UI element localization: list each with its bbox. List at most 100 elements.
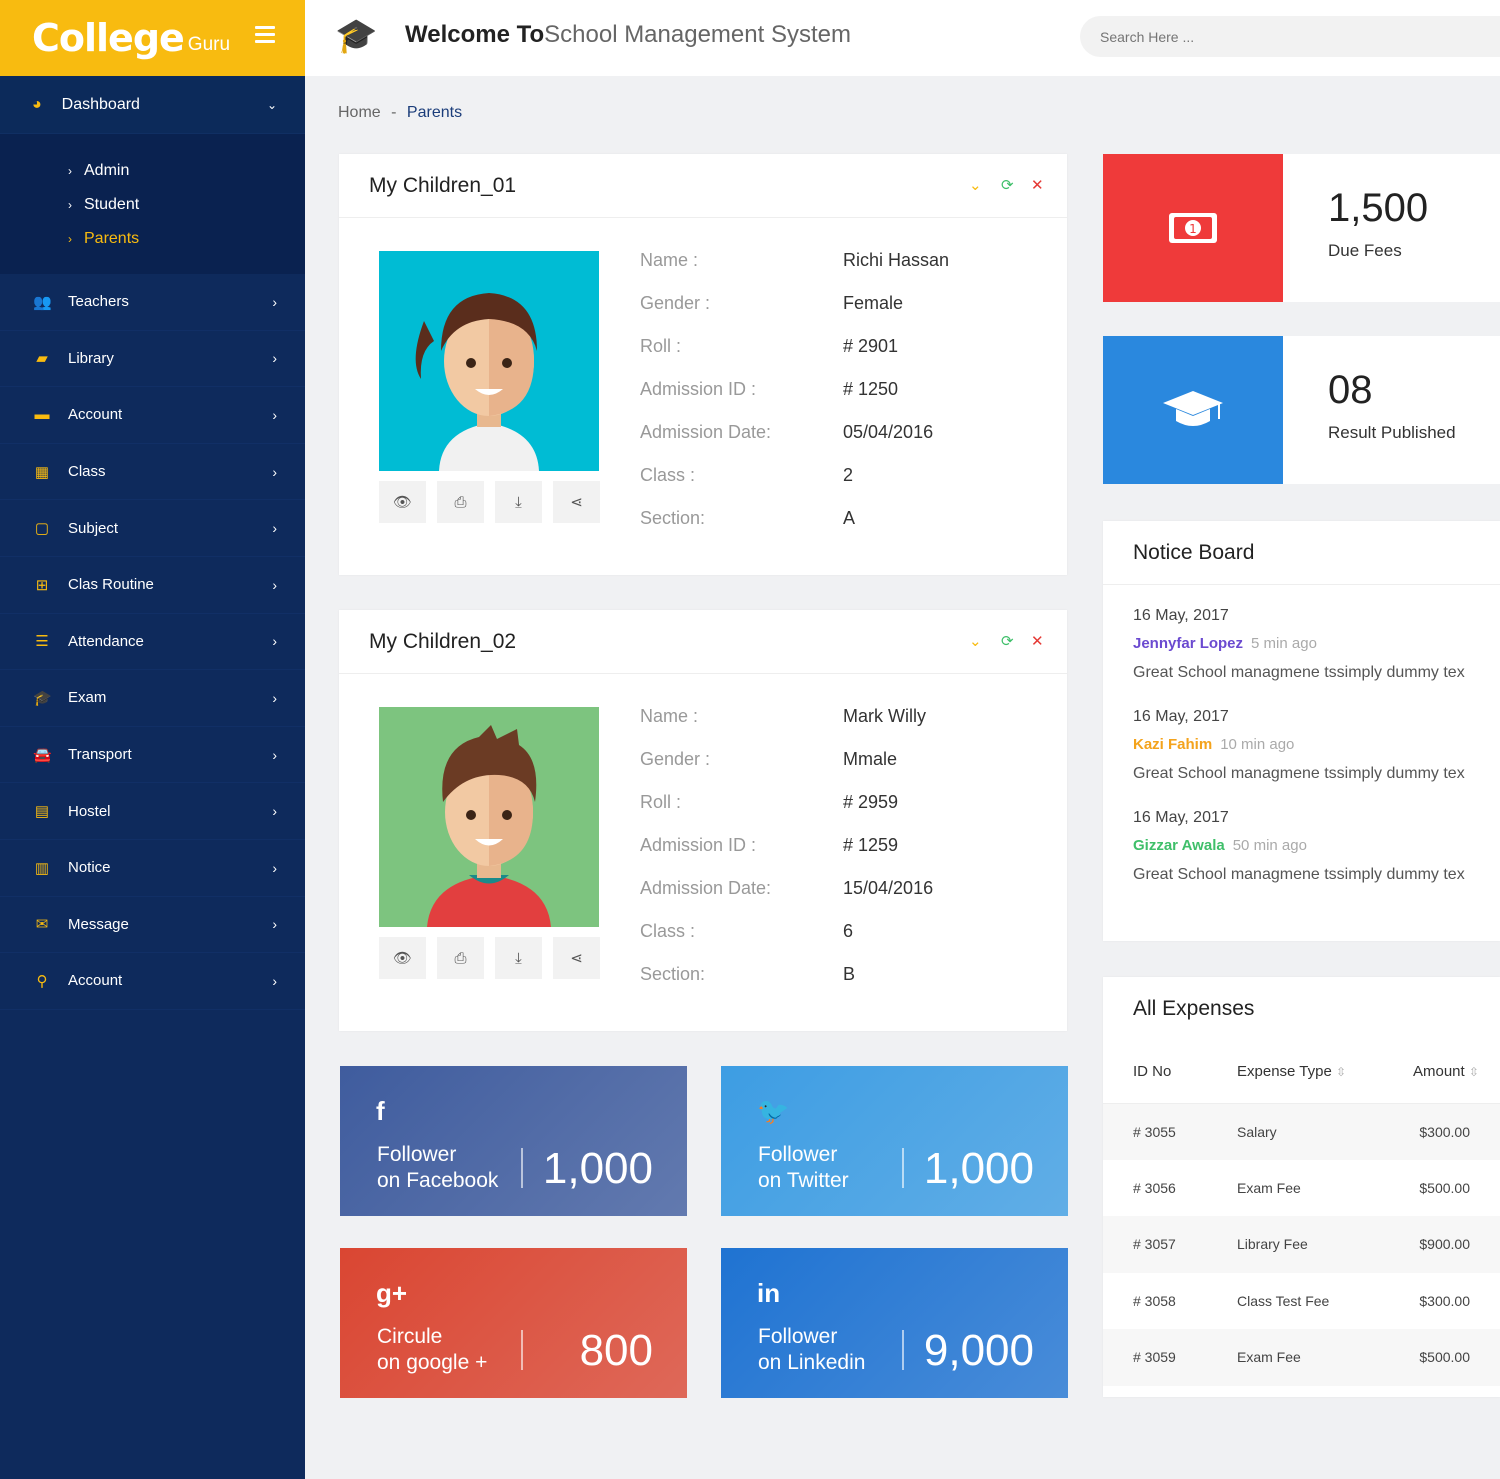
table-row[interactable]: # 3059 Exam Fee $500.00 [1103, 1329, 1500, 1386]
table-row[interactable]: # 3057 Library Fee $900.00 [1103, 1216, 1500, 1273]
notice-item[interactable]: 16 May, 2017 Gizzar Awala 50 min ago Great … [1103, 809, 1500, 884]
chevron-right-icon: › [272, 746, 277, 763]
sidebar-item-clas-routine[interactable]: ⊞ Clas Routine › [0, 557, 305, 614]
info-key: Name : [640, 706, 699, 726]
sidebar-item-label: Dashboard [61, 95, 140, 113]
view-eye-icon[interactable]: 👁 [379, 481, 426, 523]
info-value: A [843, 508, 856, 528]
search-input[interactable] [1080, 16, 1500, 57]
expenses-table: ID No Expense Type ⇳ Amount ⇳ # 3055 Sala… [1103, 1041, 1500, 1386]
notice-item[interactable]: 16 May, 2017 Kazi Fahim 10 min ago Great Sc… [1103, 708, 1500, 783]
sidebar-item-label: Attendance [68, 632, 144, 650]
brand-logo[interactable]: College Guru [0, 0, 305, 76]
share-icon[interactable]: ⋖ [553, 937, 600, 979]
brand-name: College [32, 16, 185, 60]
sidebar-item-attendance[interactable]: ☰ Attendance › [0, 614, 305, 671]
info-row: Name : Mark Willy [640, 706, 933, 749]
download-icon[interactable]: ⤓ [495, 937, 542, 979]
share-icon[interactable]: ⋖ [553, 481, 600, 523]
sidebar-item-library[interactable]: ▰ Library › [0, 331, 305, 388]
download-icon[interactable]: ⤓ [495, 481, 542, 523]
sidebar-item-label: Account [68, 972, 123, 990]
list-icon: ☰ [35, 633, 49, 651]
sidebar-item-dashboard[interactable]: ◕ Dashboard ⌄ [0, 76, 305, 134]
close-icon[interactable]: ✕ [1031, 177, 1044, 194]
social-tile-google[interactable]: g+ Circule on google + 800 [340, 1248, 687, 1398]
stat-label: Result Published [1328, 423, 1456, 442]
notice-time: 5 min ago [1251, 635, 1317, 652]
chevron-right-icon: › [272, 916, 277, 933]
card-header: All Expenses [1103, 977, 1500, 1041]
collapse-icon[interactable]: ⌄ [969, 633, 982, 650]
column-header-type[interactable]: Expense Type ⇳ [1237, 1041, 1413, 1104]
sidebar-item-class[interactable]: ▦ Class › [0, 444, 305, 501]
column-header-label: Expense Type [1237, 1063, 1332, 1081]
close-icon[interactable]: ✕ [1031, 633, 1044, 650]
submenu-item-admin[interactable]: › Admin [0, 154, 305, 188]
cell-amount: $500.00 [1413, 1329, 1500, 1386]
view-eye-icon[interactable]: 👁 [379, 937, 426, 979]
sidebar: College Guru ◕ Dashboard ⌄ › Admin › Stude… [0, 0, 305, 1479]
envelope-icon: ✉ [35, 916, 49, 934]
info-key: Admission ID : [640, 379, 757, 399]
table-row[interactable]: # 3055 Salary $300.00 [1103, 1103, 1500, 1160]
stat-result-published: 08 Result Published [1103, 336, 1500, 484]
chevron-right-icon: › [68, 232, 72, 246]
notice-item[interactable]: 16 May, 2017 Jennyfar Lopez 5 min ago Great… [1103, 607, 1500, 682]
sidebar-nav-list: 👥 Teachers › ▰ Library › ▬ Account › ▦ Class › ▢ Subj… [0, 274, 305, 1010]
social-value: 800 [579, 1326, 653, 1375]
submenu-item-student[interactable]: › Student [0, 188, 305, 222]
sidebar-item-teachers[interactable]: 👥 Teachers › [0, 274, 305, 331]
sidebar-item-message[interactable]: ✉ Message › [0, 897, 305, 954]
collapse-icon[interactable]: ⌄ [969, 177, 982, 194]
info-row: Gender : Mmale [640, 749, 933, 792]
sidebar-item-account[interactable]: ▬ Account › [0, 387, 305, 444]
info-row: Class : 6 [640, 921, 933, 964]
hamburger-menu-icon[interactable] [255, 26, 275, 46]
social-tile-linkedin[interactable]: in Follower on Linkedin 9,000 [721, 1248, 1068, 1398]
info-value: 2 [843, 465, 854, 485]
sidebar-item-subject[interactable]: ▢ Subject › [0, 500, 305, 557]
chevron-right-icon: › [272, 859, 277, 876]
info-value: Mark Willy [843, 706, 926, 726]
submenu-item-parents[interactable]: › Parents [0, 222, 305, 256]
table-row[interactable]: # 3056 Exam Fee $500.00 [1103, 1160, 1500, 1217]
social-label: Follower on Twitter [758, 1142, 849, 1194]
sidebar-item-notice[interactable]: ▥ Notice › [0, 840, 305, 897]
stat-label: Due Fees [1328, 241, 1402, 260]
expenses-card: All Expenses ID No Expense Type ⇳ Amount… [1103, 977, 1500, 1397]
refresh-icon[interactable]: ⟳ [1001, 633, 1014, 650]
column-header-id[interactable]: ID No [1103, 1041, 1237, 1104]
sidebar-item-transport[interactable]: 🚘 Transport › [0, 727, 305, 784]
notice-author-line: Kazi Fahim 10 min ago [1133, 736, 1500, 753]
social-tile-twitter[interactable]: 🐦 Follower on Twitter 1,000 [721, 1066, 1068, 1216]
print-icon[interactable]: ⎙ [437, 937, 484, 979]
info-key: Gender : [640, 293, 711, 313]
twitter-icon: 🐦 [757, 1096, 790, 1126]
cell-type: Salary [1237, 1103, 1413, 1160]
social-label-line2: on google + [377, 1351, 488, 1374]
social-value: 1,000 [923, 1144, 1034, 1193]
info-key: Admission Date: [640, 422, 772, 442]
brand-sub: Guru [187, 34, 231, 55]
sidebar-item-exam[interactable]: 🎓 Exam › [0, 670, 305, 727]
info-key: Roll : [640, 792, 682, 812]
table-row[interactable]: # 3058 Class Test Fee $300.00 [1103, 1273, 1500, 1330]
chevron-right-icon: › [272, 520, 277, 537]
refresh-icon[interactable]: ⟳ [1001, 177, 1014, 194]
info-value: # 2959 [843, 792, 899, 812]
column-header-amount[interactable]: Amount ⇳ [1413, 1041, 1500, 1104]
building-icon: ▤ [34, 803, 50, 821]
info-row: Admission ID : # 1250 [640, 379, 949, 422]
cell-type: Class Test Fee [1237, 1292, 1330, 1309]
cell-id: # 3059 [1103, 1329, 1237, 1386]
social-tile-facebook[interactable]: f Follower on Facebook 1,000 [340, 1066, 687, 1216]
sidebar-item-account[interactable]: ⚲ Account › [0, 953, 305, 1010]
child-actions: 👁 ⎙ ⤓ ⋖ [379, 937, 600, 979]
print-icon[interactable]: ⎙ [437, 481, 484, 523]
cell-id: # 3056 [1133, 1179, 1176, 1196]
breadcrumb-home[interactable]: Home [338, 104, 381, 121]
sidebar-item-hostel[interactable]: ▤ Hostel › [0, 783, 305, 840]
notice-author-line: Jennyfar Lopez 5 min ago [1133, 635, 1500, 652]
card-title: All Expenses [1133, 997, 1255, 1020]
